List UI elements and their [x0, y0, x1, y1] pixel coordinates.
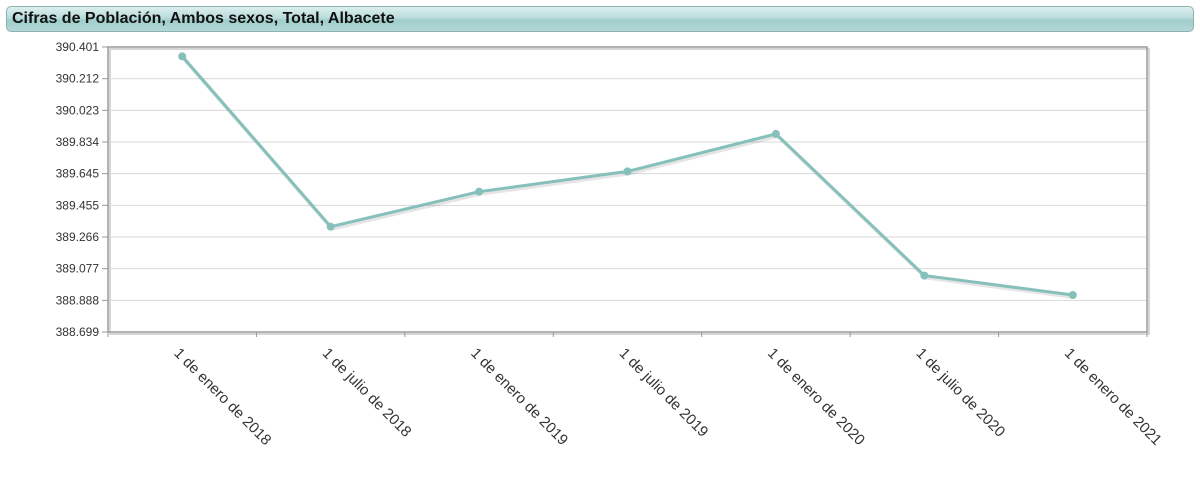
y-tick-label: 389.645 [56, 167, 100, 181]
plot-frame-border [108, 47, 1147, 332]
y-tick-label: 388.888 [56, 293, 100, 307]
x-axis: 1 de enero de 2018 1 de julio de 2018 1 de… [108, 332, 1165, 449]
plot-frame [108, 47, 1149, 334]
series [178, 52, 1077, 299]
x-tick-label: 1 de julio de 2018 [319, 345, 415, 441]
y-tick-label: 388.699 [56, 325, 100, 339]
data-point[interactable] [178, 52, 186, 60]
x-tick-label: 1 de julio de 2019 [616, 345, 712, 441]
grid-lines [108, 79, 1147, 301]
series-line-shadow [184, 58, 1075, 297]
y-axis: 388.699 388.888 389.077 389.266 389.455 389.6… [56, 40, 108, 339]
data-point[interactable] [1069, 291, 1077, 299]
data-point[interactable] [475, 188, 483, 196]
y-tick-label: 389.834 [56, 135, 100, 149]
series-line [182, 56, 1073, 295]
x-tick-label: 1 de enero de 2018 [170, 345, 274, 449]
plot-frame-shadow [110, 49, 1149, 334]
data-point[interactable] [772, 130, 780, 138]
data-point[interactable] [327, 223, 335, 231]
x-tick-label: 1 de enero de 2020 [764, 345, 868, 449]
y-tick-label: 390.212 [56, 72, 100, 86]
y-tick-label: 389.077 [56, 262, 100, 276]
y-tick-label: 389.455 [56, 198, 100, 212]
y-tick-label: 389.266 [56, 230, 100, 244]
y-tick-label: 390.023 [56, 103, 100, 117]
data-point[interactable] [920, 272, 928, 280]
data-point[interactable] [624, 167, 632, 175]
x-tick-label: 1 de julio de 2020 [913, 345, 1009, 441]
x-tick-label: 1 de enero de 2019 [467, 345, 571, 449]
y-tick-label: 390.401 [56, 40, 100, 54]
x-tick-label: 1 de enero de 2021 [1061, 345, 1165, 449]
